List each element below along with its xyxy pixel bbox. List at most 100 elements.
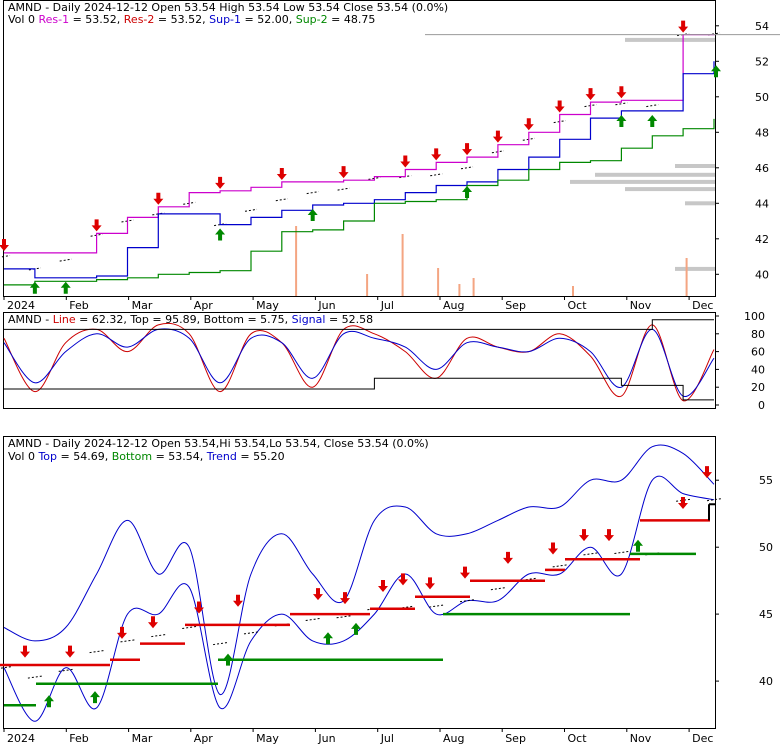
bottom-oscillator-line (4, 377, 714, 401)
price-y-tick-label: 48 (755, 126, 769, 139)
trend-x-tick-label: Aug (443, 732, 464, 745)
price-panel-marks (0, 20, 721, 294)
volume-profile-bar (595, 172, 715, 177)
sup-1-line (4, 61, 715, 279)
sell-arrow (400, 155, 411, 168)
price-x-tick-label: Oct (568, 299, 588, 312)
volume-bar (295, 226, 298, 296)
oscillator-panel-frame (3, 312, 716, 409)
buy-arrow (647, 114, 658, 127)
sell-arrow (492, 130, 503, 143)
sell-arrow-p3 (398, 573, 408, 586)
volume-bar (472, 278, 475, 296)
price-y-tick-label: 52 (755, 55, 769, 68)
volume-bar (401, 234, 404, 296)
price-y-tick-label: 50 (755, 91, 769, 104)
price-x-tick-label: Nov (630, 299, 652, 312)
trend-x-tick-label: Jul (380, 732, 394, 745)
sell-arrow (678, 20, 689, 33)
sell-arrow-p3 (503, 551, 513, 564)
sell-arrow-p3 (65, 645, 75, 658)
buy-arrow-p3 (633, 539, 643, 552)
price-y-tick-label: 42 (755, 233, 769, 246)
last-bar-bracket (708, 503, 715, 521)
price-x-tick-label: Aug (443, 299, 464, 312)
buy-arrow (711, 65, 721, 78)
sell-arrow-p3 (117, 626, 127, 639)
top3-legend-label: Top (37, 450, 57, 463)
line-legend-label: Line (53, 313, 76, 326)
sell-arrow (616, 86, 627, 99)
trend-x-tick-label: Mar (132, 732, 153, 745)
buy-arrow (60, 281, 71, 294)
sell-arrow-p3 (378, 580, 388, 593)
volume-profile-bar (570, 179, 715, 184)
sell-arrow-p3 (425, 577, 435, 590)
trend-y-tick-label: 50 (759, 541, 773, 554)
trend-legend-label: Trend (206, 450, 237, 463)
price-y-tick-label: 46 (755, 162, 769, 175)
sell-arrow-p3 (194, 601, 204, 614)
sell-arrow (0, 238, 9, 251)
volume-profile-bar (675, 266, 715, 271)
trend-panel-title: AMND - Daily 2024-12-12 Open 53.54,Hi 53… (8, 437, 429, 450)
sell-arrow (338, 166, 349, 179)
trend-y-tick-label: 40 (759, 675, 773, 688)
sell-arrow-p3 (233, 594, 243, 607)
price-x-tick-label: Apr (194, 299, 214, 312)
price-y-tick-label: 54 (755, 20, 769, 33)
trend-y-tick-label: 45 (759, 608, 773, 621)
sell-arrow-p3 (604, 529, 614, 542)
oscillator-y-tick-label: 100 (744, 310, 765, 323)
price-x-tick-label: Mar (132, 299, 153, 312)
bottom3-legend-label: Bottom (112, 450, 152, 463)
sell-arrow (585, 88, 596, 101)
axes: 54 52 50 48 46 44 42 40 100 80 60 40 20 0 55 50 45 40 2024… (3, 20, 773, 745)
trend-y-tick-label: 55 (759, 474, 773, 487)
trend-x-tick-label: Nov (630, 732, 652, 745)
oscillator-lines (3, 319, 715, 402)
buy-arrow (29, 281, 40, 294)
volume-profile-bar (675, 164, 715, 168)
price-y-tick-label: 40 (755, 268, 769, 281)
signal-legend-label: Signal (292, 313, 326, 326)
sell-arrow (276, 167, 287, 180)
volume-bar (366, 274, 369, 296)
buy-arrow (215, 228, 226, 241)
price-x-tick-label: Feb (69, 299, 88, 312)
sell-arrow (91, 219, 102, 232)
price-panel-lines (0, 32, 780, 286)
oscillator-y-tick-label: 20 (751, 381, 765, 394)
oscillator-y-tick-label: 0 (758, 399, 765, 412)
sell-arrow (215, 176, 226, 189)
trend-x-tick-label: Apr (194, 732, 214, 745)
sell-arrow-p3 (313, 588, 323, 601)
sell-arrow (431, 148, 442, 161)
oscillator-legend: AMND - Line = 62.32, Top = 95.89, Bottom… (8, 313, 373, 326)
price-panel-frame (3, 0, 716, 297)
trend-x-tick-label: Feb (69, 732, 88, 745)
bottom-band-line (3, 475, 715, 722)
oscillator-y-tick-label: 80 (751, 328, 765, 341)
volume-readout: Vol 0 (8, 13, 35, 26)
sell-arrow (554, 100, 565, 113)
sell-arrow-p3 (678, 496, 688, 509)
sup1-legend-label: Sup-1 (209, 13, 241, 26)
volume-profile-bar (685, 201, 715, 206)
trend-panel-frame (3, 436, 716, 729)
trend-panel-marks (0, 466, 715, 708)
trend-x-tick-label: Jun (317, 732, 335, 745)
oscillator-y-tick-label: 60 (751, 346, 765, 359)
trend-x-tick-label: 2024 (7, 732, 35, 745)
res2-legend-label: Res-2 (124, 13, 155, 26)
res1-legend-label: Res-1 (38, 13, 69, 26)
volume-profile-bar (625, 37, 715, 42)
volume-bar (572, 286, 574, 296)
trend-x-tick-label: Sep (505, 732, 526, 745)
buy-arrow (462, 185, 473, 198)
volume-bars (295, 226, 688, 296)
oscillator-y-tick-label: 40 (751, 363, 765, 376)
trend-x-tick-label: Dec (692, 732, 713, 745)
